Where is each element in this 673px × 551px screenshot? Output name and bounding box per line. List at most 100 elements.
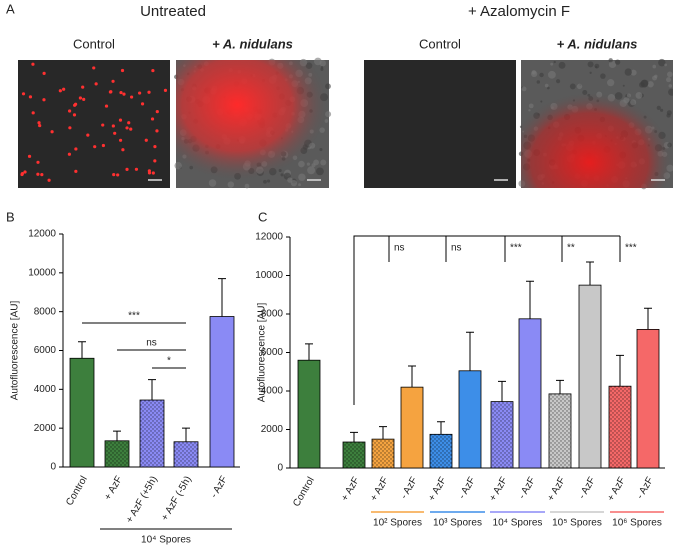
- error-bar: [408, 365, 416, 388]
- cell: [47, 178, 51, 182]
- group-title: Untreated: [140, 3, 206, 20]
- x-tick-label: - AzF: [517, 475, 538, 501]
- significance-label: **: [567, 243, 575, 254]
- panel-label: A: [6, 1, 15, 16]
- cell: [101, 143, 106, 148]
- x-tick-label: + AzF: [545, 475, 567, 503]
- error-bar: [182, 427, 190, 442]
- error-bar: [586, 261, 594, 286]
- cell: [62, 87, 66, 91]
- error-bar: [556, 379, 564, 394]
- cell: [82, 97, 86, 101]
- cell: [112, 173, 116, 177]
- error-bar: [218, 278, 226, 317]
- error-bar: [644, 307, 652, 330]
- cell: [109, 90, 113, 94]
- cell: [81, 85, 85, 89]
- y-tick-label: 2000: [261, 424, 284, 435]
- micrograph: [364, 60, 516, 188]
- cell: [147, 171, 152, 175]
- y-tick-label: 12000: [255, 232, 283, 243]
- error-bar: [148, 379, 156, 401]
- y-tick-label: 8000: [261, 309, 284, 320]
- y-tick-label: 4000: [261, 386, 284, 397]
- cell: [67, 152, 72, 156]
- x-tick-label: - AzF: [209, 474, 230, 500]
- cell: [42, 71, 46, 75]
- cell: [42, 98, 46, 102]
- bar: [636, 328, 660, 469]
- cell: [122, 92, 126, 96]
- x-tick-label: Control: [291, 475, 317, 508]
- error-bar: [305, 343, 313, 361]
- error-bar: [498, 380, 506, 402]
- bar-pattern: [609, 386, 631, 468]
- error-bar: [616, 354, 624, 387]
- cell: [119, 90, 123, 95]
- fluorescence: [176, 60, 329, 188]
- cell: [140, 102, 145, 106]
- y-axis-label: Autofluorescence [AU]: [257, 303, 268, 403]
- significance-label: ns: [394, 243, 405, 254]
- group-label: 10⁶ Spores: [612, 518, 662, 529]
- x-tick-label: + AzF: [368, 475, 390, 503]
- error-bar: [350, 431, 358, 443]
- bar: [69, 357, 95, 468]
- group-label: 10³ Spores: [433, 518, 482, 529]
- bar-pattern: [430, 434, 452, 468]
- bar: [458, 370, 482, 469]
- group-title: + Azalomycin F: [468, 3, 570, 20]
- bar-pattern: [140, 400, 164, 467]
- x-tick-label: - AzF: [577, 475, 598, 501]
- image-title: Control: [419, 36, 461, 51]
- cell: [134, 167, 139, 171]
- cell: [27, 154, 32, 158]
- cell: [23, 170, 27, 174]
- cell: [21, 92, 26, 96]
- bar: [400, 386, 424, 469]
- bar: [578, 284, 602, 469]
- cell: [150, 117, 155, 121]
- bar-pattern: [174, 441, 198, 467]
- cell: [36, 160, 40, 164]
- cell: [125, 167, 129, 171]
- cell: [92, 66, 96, 70]
- image-title: + A. nidulans: [557, 36, 638, 51]
- significance-label: *: [167, 356, 171, 367]
- bar-pattern: [549, 393, 571, 468]
- cell: [86, 133, 90, 137]
- cell: [125, 126, 129, 130]
- significance-label: ***: [510, 243, 522, 254]
- fluorescence: [521, 60, 673, 188]
- error-bar: [437, 421, 445, 435]
- cell: [38, 123, 42, 128]
- cell: [144, 138, 148, 142]
- panel-label: B: [6, 209, 15, 224]
- cell: [155, 129, 159, 133]
- y-tick-label: 12000: [28, 229, 56, 240]
- group-label: 10² Spores: [373, 518, 422, 529]
- x-tick-label: + AzF: [102, 474, 124, 502]
- y-tick-label: 2000: [34, 423, 57, 434]
- cell: [151, 171, 155, 175]
- cell: [50, 130, 54, 134]
- cell: [163, 88, 168, 93]
- group-label: 10⁴ Spores: [141, 535, 191, 546]
- x-tick-label: + AzF (-5h): [159, 474, 193, 523]
- cell: [31, 111, 35, 115]
- cell: [116, 173, 120, 177]
- cell: [37, 121, 41, 125]
- significance-label: ns: [146, 338, 157, 349]
- x-tick-label: - AzF: [635, 475, 656, 501]
- cell: [155, 110, 159, 114]
- cell: [74, 169, 78, 173]
- bar: [209, 316, 235, 468]
- error-bar: [379, 426, 387, 440]
- cell: [20, 171, 25, 176]
- x-tick-label: + AzF: [487, 475, 509, 503]
- x-tick-label: + AzF (+5h): [124, 474, 160, 525]
- bar-pattern: [343, 442, 365, 468]
- error-bar: [526, 280, 534, 319]
- cell: [129, 127, 133, 131]
- x-tick-label: - AzF: [399, 475, 420, 501]
